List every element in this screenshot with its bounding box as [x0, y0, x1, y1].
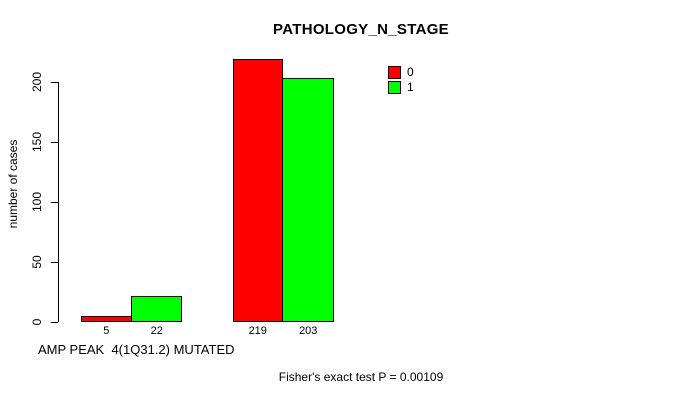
legend-label: 0: [407, 65, 414, 79]
legend-swatch-icon: [388, 80, 401, 94]
fisher-test-note: Fisher's exact test P = 0.00109: [278, 370, 444, 384]
bar-value-label: 5: [103, 325, 110, 337]
legend-item: 0: [388, 66, 414, 79]
y-tick-label: 0: [30, 318, 44, 326]
bar-series-1-group-0: [130, 295, 182, 322]
y-axis-label: number of cases: [6, 139, 20, 229]
bar-series-0-group-1: [232, 59, 283, 322]
legend-label: 1: [407, 79, 414, 94]
y-tick-mark: [51, 141, 58, 143]
y-tick-mark: [51, 261, 58, 263]
bar-value-label: 22: [150, 325, 163, 337]
bar-value-label: 219: [248, 325, 267, 337]
bar-value-label: 203: [299, 325, 318, 337]
y-tick-mark: [51, 321, 58, 323]
chart-title: PATHOLOGY_N_STAGE: [273, 21, 449, 38]
y-tick-label: 100: [30, 191, 44, 213]
bar-series-1-group-1: [282, 78, 334, 322]
y-tick-mark: [51, 201, 58, 203]
bar-series-0-group-0: [81, 316, 132, 322]
y-tick-mark: [51, 81, 58, 83]
legend-swatch-icon: [388, 66, 401, 79]
y-tick-label: 50: [30, 255, 44, 269]
y-tick-label: 150: [30, 131, 44, 153]
x-axis-label: AMP PEAK 4(1Q31.2) MUTATED: [38, 342, 235, 357]
y-axis-line: [58, 82, 59, 322]
legend-item: 1: [388, 79, 414, 94]
y-tick-label: 200: [30, 71, 44, 93]
